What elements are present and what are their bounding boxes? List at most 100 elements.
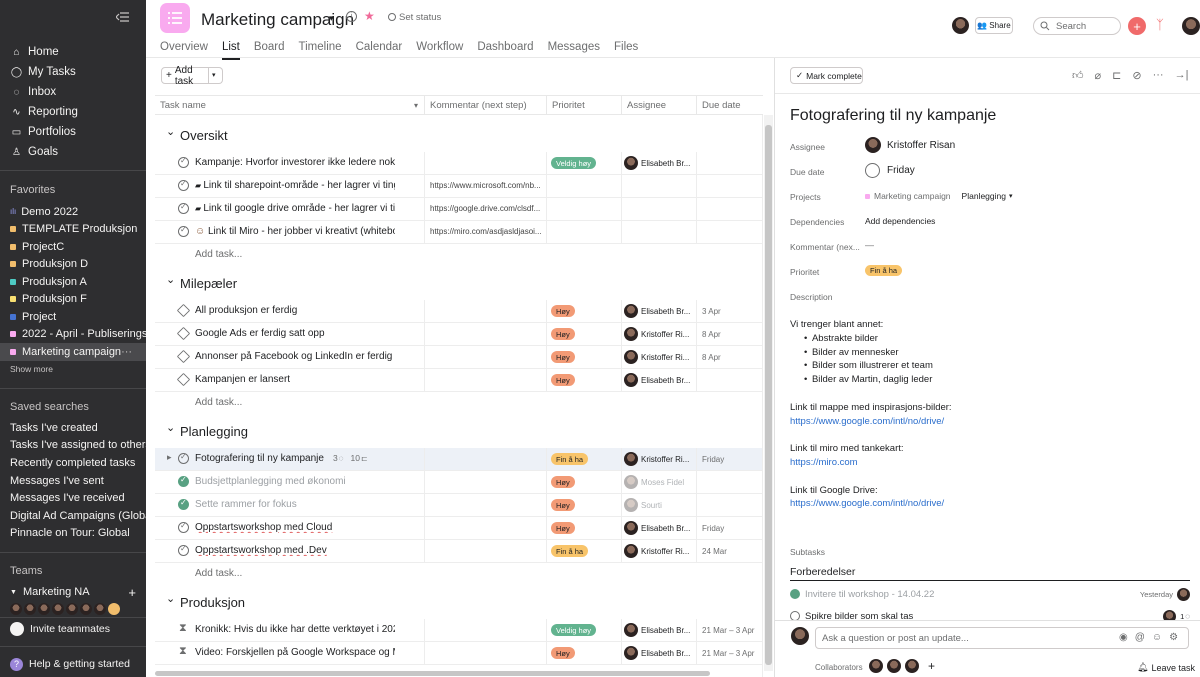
add-task-button[interactable]: + Add task [161,65,209,87]
due-date-cell[interactable]: 3 Apr [696,300,762,322]
col-priority[interactable]: Prioritet [546,96,621,115]
favorite-item[interactable]: ProjectC [0,238,146,256]
task-name-cell[interactable]: Google Ads er ferdig satt opp [195,328,395,339]
nav-item-reporting[interactable]: ∿ Reporting [0,102,146,122]
col-comment[interactable]: Kommentar (next step) [424,96,546,115]
due-date-cell[interactable] [696,152,762,174]
assignee-cell[interactable]: Elisabeth Br... [621,619,696,641]
favorite-item[interactable]: ılı Demo 2022 [0,203,146,221]
tab-messages[interactable]: Messages [547,41,600,53]
emoji-icon[interactable]: ☺ [1151,632,1163,643]
settings-icon[interactable]: ⚙ [1169,632,1179,643]
due-date-cell[interactable]: Friday [696,517,762,539]
task-name-cell[interactable]: Sette rammer for fokus [195,499,395,510]
comment-cell[interactable] [424,540,546,562]
section-header[interactable]: ⌄ Produksjon [155,582,762,622]
add-icon[interactable]: + [128,584,136,600]
due-date-cell[interactable]: 21 Mar – 3 Apr [696,642,762,664]
milestone-icon[interactable]: ✓ [176,303,191,318]
vertical-scrollbar[interactable] [764,115,773,671]
comment-cell[interactable] [424,642,546,664]
avatar[interactable] [869,659,883,673]
comment-cell[interactable] [424,448,546,470]
task-name-cell[interactable]: Budsjettplanlegging med økonomi [195,476,395,487]
due-date-cell[interactable] [696,494,762,516]
due-date-cell[interactable] [696,369,762,391]
table-row[interactable]: ✓ Kampanje: Hvorfor investorer ikke leder… [155,152,762,175]
priority-cell[interactable] [546,175,621,197]
task-title[interactable]: Fotografering til ny kampanje [790,107,997,124]
avatar[interactable] [952,17,969,34]
priority-value[interactable]: Fin å ha [865,265,903,276]
nav-item-inbox[interactable]: ◌ Inbox [0,82,146,102]
section-selector[interactable]: Planlegging [961,191,1006,201]
assignee-cell[interactable] [621,221,696,243]
complete-checkbox[interactable]: ✓ [178,225,189,237]
priority-cell[interactable]: Fin å ha [546,540,621,562]
subtask-section[interactable]: Forberedelser [790,566,1190,581]
subtask-row[interactable]: Invitere til workshop - 14.04.22 Yesterda… [790,584,1190,604]
favorite-item[interactable]: Produksjon D [0,256,146,274]
invite-teammates-button[interactable]: Invite teammates [10,621,110,637]
desc-link[interactable]: https://www.google.com/intl/no/drive/ [790,498,945,510]
chevron-down-icon[interactable]: ⌄ [166,593,176,605]
nav-item-my-tasks[interactable]: ◯ My Tasks [0,62,146,82]
priority-cell[interactable]: Høy [546,323,621,345]
tab-list[interactable]: List [221,41,240,60]
chevron-down-icon[interactable]: ▾ [413,101,418,110]
project-name[interactable]: Marketing campaign [874,191,951,201]
task-name-cell[interactable]: Video: Forskjellen på Google Workspace o… [195,647,395,658]
expand-caret-icon[interactable]: ▸ [167,452,172,462]
comment-cell[interactable]: https://www.microsoft.com/nb... [424,175,546,197]
priority-cell[interactable]: Fin å ha [546,448,621,470]
due-date-cell[interactable] [696,175,762,197]
comment-cell[interactable] [424,300,546,322]
table-row[interactable]: ✓ ▰ Link til sharepoint-område - her lagr… [155,175,762,198]
table-row[interactable]: ✓ Budsjettplanlegging med økonomi Høy Moses… [155,471,762,494]
assignee-cell[interactable]: Elisabeth Br... [621,152,696,174]
assignee-cell[interactable]: Kristoffer Ri... [621,346,696,368]
task-name-cell[interactable]: Kampanjen er lansert [195,374,395,385]
table-row[interactable]: ✓ Oppstartsworkshop med Cloud Høy Elisabeth… [155,517,762,540]
subtask-icon[interactable]: ⊏ [1112,70,1122,82]
subtask-row[interactable]: Spikre bilder som skal tas 1 ◌ [790,606,1190,626]
task-name-cell[interactable]: Fotografering til ny kampanje 3◌ 10⊏ [195,453,395,464]
avatar[interactable] [905,659,919,673]
priority-cell[interactable] [546,198,621,220]
due-date-cell[interactable]: 24 Mar [696,540,762,562]
assignee-cell[interactable] [621,198,696,220]
table-row[interactable]: ⧗ Video: Forskjellen på Google Workspace … [155,642,762,665]
set-status-button[interactable]: Set status [399,12,442,23]
favorite-item[interactable]: 2022 - April - Publiserings... [0,326,146,344]
milestone-icon[interactable]: ✓ [176,372,191,387]
saved-search-item[interactable]: Recently completed tasks [10,456,136,469]
task-name-cell[interactable]: Oppstartsworkshop med Cloud [195,522,395,533]
saved-search-item[interactable]: Tasks I've assigned to others [10,439,146,452]
nav-item-goals[interactable]: ♙ Goals [0,142,146,162]
col-task-name[interactable]: Task name ▾ [155,96,424,115]
close-pane-icon[interactable]: →| [1174,69,1189,81]
tab-overview[interactable]: Overview [160,41,208,53]
assignee-cell[interactable]: Sourti [621,494,696,516]
assignee-cell[interactable]: Elisabeth Br... [621,369,696,391]
description[interactable]: Vi trenger blant annet: • Abstrakte bild… [790,318,1190,511]
add-task-dropdown[interactable]: ▾ [209,67,223,84]
info-icon[interactable]: i [346,11,357,22]
favorite-item[interactable]: Marketing campaign ··· [0,343,146,361]
priority-cell[interactable]: Høy [546,346,621,368]
complete-checkbox[interactable]: ✓ [178,521,189,533]
due-date-cell[interactable] [696,221,762,243]
help-button[interactable]: ? Help & getting started [10,656,130,672]
task-name-cell[interactable]: ▰ Link til sharepoint-område - her lagre… [195,180,395,191]
star-icon[interactable]: ★ [364,9,375,23]
comment-cell[interactable] [424,152,546,174]
chevron-down-icon[interactable]: ⌄ [166,126,176,138]
priority-cell[interactable]: Høy [546,369,621,391]
comment-cell[interactable]: https://google.drive.com/clsdf... [424,198,546,220]
team-item[interactable]: ▼ Marketing NA + [10,584,136,600]
add-task-row[interactable]: Add task... [195,397,243,408]
attach-icon[interactable]: ⌀ [1094,70,1102,82]
comment-cell[interactable] [424,346,546,368]
task-name-cell[interactable]: All produksjon er ferdig [195,305,395,316]
comment-cell[interactable]: https://miro.com/asdjasldjasoi... [424,221,546,243]
